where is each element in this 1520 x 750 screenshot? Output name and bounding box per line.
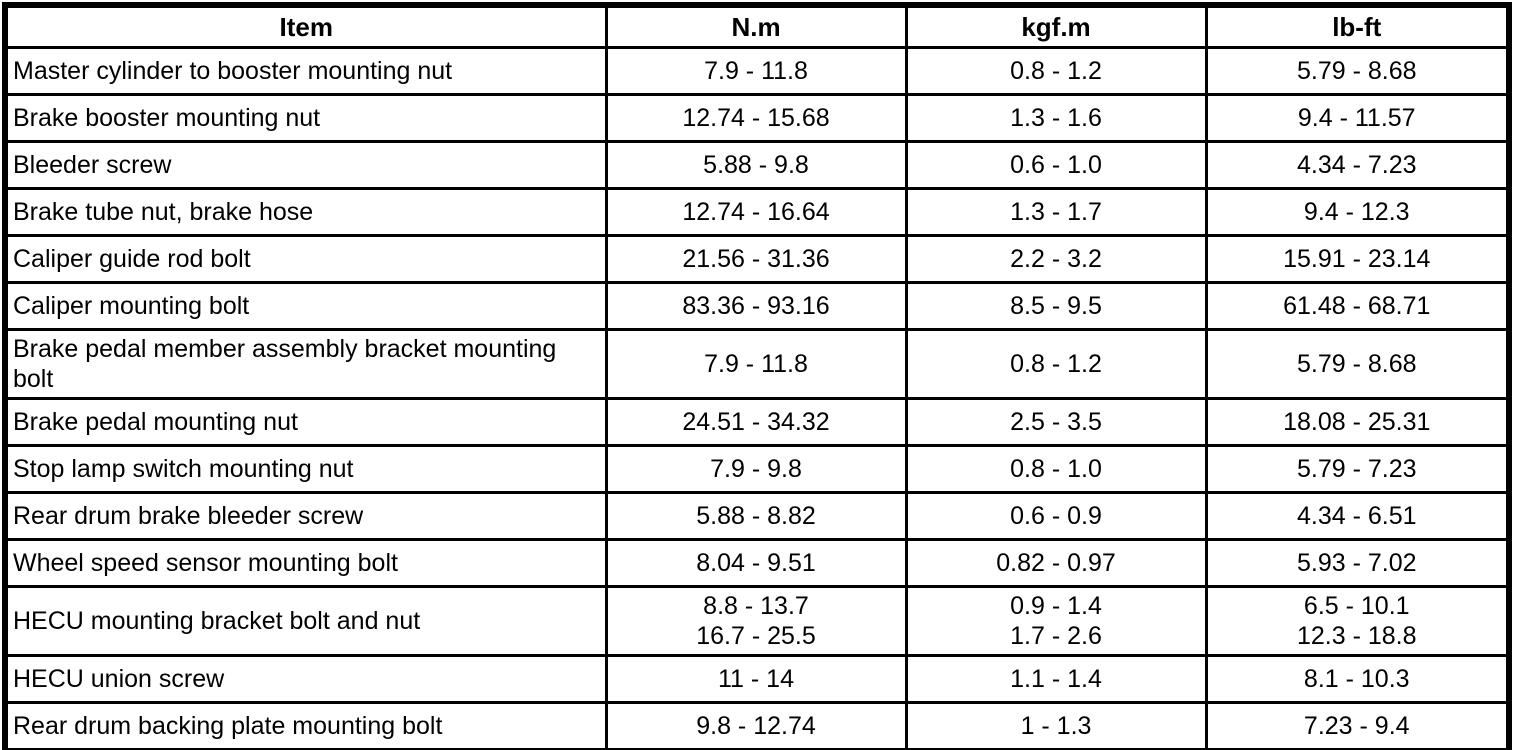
table-row: Wheel speed sensor mounting bolt 8.04 - 9… xyxy=(3,538,1511,588)
item-cell: Bleeder screw xyxy=(3,140,608,190)
kgfm-value-cell: 2.5 - 3.5 xyxy=(904,397,1208,447)
nm-value-cell: 21.56 - 31.36 xyxy=(604,234,908,284)
table-row: Caliper mounting bolt 83.36 - 93.16 8.5 - … xyxy=(3,281,1511,331)
kgfm-value-cell: 1.1 - 1.4 xyxy=(904,654,1208,704)
lbft-value-cell: 9.4 - 11.57 xyxy=(1204,93,1511,143)
column-header-item: Item xyxy=(3,3,608,49)
item-cell: Wheel speed sensor mounting bolt xyxy=(3,538,608,588)
lbft-value-cell: 8.1 - 10.3 xyxy=(1204,654,1511,704)
value-line: 6.5 - 10.1 xyxy=(1303,592,1410,620)
table-row: Brake booster mounting nut 12.74 - 15.68 1… xyxy=(3,93,1511,143)
lbft-value-cell: 5.79 - 8.68 xyxy=(1204,46,1511,96)
lbft-value-cell: 4.34 - 6.51 xyxy=(1204,491,1511,541)
kgfm-value-cell: 1.3 - 1.6 xyxy=(904,93,1208,143)
header-row: Item N.m kgf.m lb-ft xyxy=(3,3,1511,49)
lbft-value-cell: 9.4 - 12.3 xyxy=(1204,187,1511,237)
table-row: Brake pedal member assembly bracket moun… xyxy=(3,328,1511,400)
table-row: Stop lamp switch mounting nut 7.9 - 9.8 0.… xyxy=(3,444,1511,494)
nm-value-cell: 5.88 - 9.8 xyxy=(604,140,908,190)
kgfm-value-cell: 1.3 - 1.7 xyxy=(904,187,1208,237)
table-row: Rear drum backing plate mounting bolt 9.8… xyxy=(3,701,1511,750)
kgfm-value-cell: 8.5 - 9.5 xyxy=(904,281,1208,331)
kgfm-value-cell: 2.2 - 3.2 xyxy=(904,234,1208,284)
nm-value-cell: 83.36 - 93.16 xyxy=(604,281,908,331)
nm-value-cell: 9.8 - 12.74 xyxy=(604,701,908,750)
kgfm-value-cell: 0.82 - 0.97 xyxy=(904,538,1208,588)
item-cell: HECU mounting bracket bolt and nut xyxy=(3,585,608,657)
lbft-value-cell: 7.23 - 9.4 xyxy=(1204,701,1511,750)
table-row: Brake tube nut, brake hose 12.74 - 16.64 1… xyxy=(3,187,1511,237)
table-row: Rear drum brake bleeder screw 5.88 - 8.82… xyxy=(3,491,1511,541)
value-line: 12.3 - 18.8 xyxy=(1296,622,1417,650)
nm-value-cell: 24.51 - 34.32 xyxy=(604,397,908,447)
lbft-value-cell: 5.93 - 7.02 xyxy=(1204,538,1511,588)
lbft-value-cell: 5.79 - 8.68 xyxy=(1204,328,1511,400)
nm-value-cell: 8.04 - 9.51 xyxy=(604,538,908,588)
item-cell: Caliper guide rod bolt xyxy=(3,234,608,284)
table-body: Master cylinder to booster mounting nut 7… xyxy=(3,46,1511,750)
kgfm-value-cell: 0.6 - 1.0 xyxy=(904,140,1208,190)
table-row: Caliper guide rod bolt 21.56 - 31.36 2.2 -… xyxy=(3,234,1511,284)
kgfm-value-cell: 0.8 - 1.0 xyxy=(904,444,1208,494)
table-row: HECU mounting bracket bolt and nut 8.8 - … xyxy=(3,585,1511,657)
item-cell: HECU union screw xyxy=(3,654,608,704)
item-cell: Caliper mounting bolt xyxy=(3,281,608,331)
item-cell: Brake tube nut, brake hose xyxy=(3,187,608,237)
nm-value-cell: 7.9 - 11.8 xyxy=(604,46,908,96)
table-header: Item N.m kgf.m lb-ft xyxy=(3,3,1511,49)
kgfm-value-cell: 0.6 - 0.9 xyxy=(904,491,1208,541)
nm-value-cell: 12.74 - 16.64 xyxy=(604,187,908,237)
column-header-nm: N.m xyxy=(604,3,908,49)
lbft-value-cell: 61.48 - 68.71 xyxy=(1204,281,1511,331)
nm-value-cell: 11 - 14 xyxy=(604,654,908,704)
item-cell: Brake booster mounting nut xyxy=(3,93,608,143)
nm-value-cell: 7.9 - 9.8 xyxy=(604,444,908,494)
kgfm-value-cell: 0.8 - 1.2 xyxy=(904,46,1208,96)
nm-value-cell: 8.8 - 13.7 16.7 - 25.5 xyxy=(604,585,908,657)
nm-value-cell: 5.88 - 8.82 xyxy=(604,491,908,541)
kgfm-value-cell: 0.8 - 1.2 xyxy=(904,328,1208,400)
lbft-value-cell: 6.5 - 10.1 12.3 - 18.8 xyxy=(1204,585,1511,657)
lbft-value-cell: 15.91 - 23.14 xyxy=(1204,234,1511,284)
table-row: HECU union screw 11 - 14 1.1 - 1.4 8.1 - 10… xyxy=(3,654,1511,704)
nm-value-cell: 7.9 - 11.8 xyxy=(604,328,908,400)
item-cell: Rear drum brake bleeder screw xyxy=(3,491,608,541)
item-cell: Stop lamp switch mounting nut xyxy=(3,444,608,494)
table-row: Bleeder screw 5.88 - 9.8 0.6 - 1.0 4.34 - 7… xyxy=(3,140,1511,190)
value-line: 8.8 - 13.7 xyxy=(703,592,809,620)
nm-value-cell: 12.74 - 15.68 xyxy=(604,93,908,143)
value-line: 0.9 - 1.4 xyxy=(1010,592,1102,620)
lbft-value-cell: 4.34 - 7.23 xyxy=(1204,140,1511,190)
lbft-value-cell: 18.08 - 25.31 xyxy=(1204,397,1511,447)
value-line: 16.7 - 25.5 xyxy=(696,622,816,650)
item-cell: Master cylinder to booster mounting nut xyxy=(3,46,608,96)
item-cell: Brake pedal mounting nut xyxy=(3,397,608,447)
column-header-lbft: lb-ft xyxy=(1204,3,1511,49)
kgfm-value-cell: 0.9 - 1.4 1.7 - 2.6 xyxy=(904,585,1208,657)
item-cell: Brake pedal member assembly bracket moun… xyxy=(3,328,608,400)
lbft-value-cell: 5.79 - 7.23 xyxy=(1204,444,1511,494)
item-cell: Rear drum backing plate mounting bolt xyxy=(3,701,608,750)
column-header-kgfm: kgf.m xyxy=(904,3,1208,49)
table-row: Master cylinder to booster mounting nut 7… xyxy=(3,46,1511,96)
value-line: 1.7 - 2.6 xyxy=(1010,622,1102,650)
kgfm-value-cell: 1 - 1.3 xyxy=(904,701,1208,750)
table-row: Brake pedal mounting nut 24.51 - 34.32 2.5… xyxy=(3,397,1511,447)
